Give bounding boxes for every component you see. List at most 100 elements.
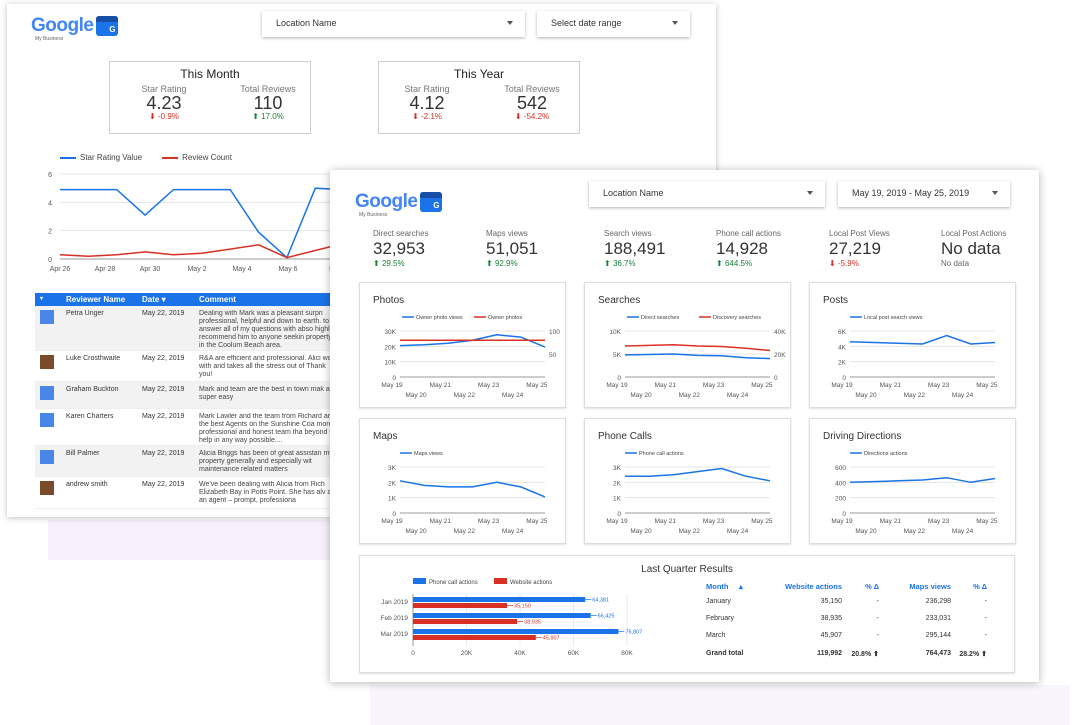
data-label: 64,381 [592,598,609,604]
table-total-cell: 20.8% ⬆ [851,651,879,658]
sort-icon[interactable]: ▾ [40,296,44,302]
y-tick-label: 2K [388,480,397,487]
x-tick-label: May 23 [703,382,725,389]
x-tick-label: May 23 [478,518,500,525]
table-cell: February [706,615,735,622]
y-tick-label: 6K [838,329,847,336]
google-wordmark: Google [31,15,94,36]
review-date: May 22, 2019 [142,386,185,393]
column-header[interactable]: % Δ [973,582,987,591]
last-quarter-panel: Last Quarter Results Phone call actions W… [359,555,1015,673]
column-header[interactable]: Website actions [785,582,842,591]
series-line-phone-call-actions [625,467,771,482]
logo-subtitle: My Business [359,212,388,218]
panel-title: Driving Directions [823,431,902,442]
background-accent [370,685,1070,725]
x-tick-label: 20K [461,650,473,657]
star-rating-stat: Star Rating 4.23 ⬇ -0.9% [128,84,200,121]
x-tick-label: 0 [411,650,415,657]
y-tick-label: 0 [617,511,621,518]
review-comment: R&A are efficient and professional. Alic… [199,355,338,378]
star-rating-stat: Star Rating 4.12 ⬇ -2.1% [391,84,463,121]
x-tick-label: May 20 [855,528,877,535]
column-header-date[interactable]: Date ▾ [142,295,166,304]
x-tick-label: May 25 [526,518,548,525]
x-tick-label: May 24 [952,528,974,535]
series-line-star-rating-value [60,187,372,259]
y-tick-label: 30K [384,329,396,336]
y-tick-label: 1K [613,496,622,503]
data-label: 76,807 [625,630,642,636]
column-header-reviewer[interactable]: Reviewer Name [66,295,126,304]
metric-label: Local Post Actions [941,229,1007,238]
y-tick-label: 2K [838,360,847,367]
x-tick-label: May 22 [904,392,926,399]
x-tick-label: May 21 [880,518,902,525]
location-dropdown[interactable]: Location Name [262,11,525,37]
x-tick-label: May 19 [381,382,403,389]
column-header[interactable]: % Δ [865,582,879,591]
table-cell: - [984,632,987,639]
y-tick-label: 0 [48,257,52,264]
table-cell: - [984,598,987,605]
series-line-owner-photo-views [399,334,546,348]
y-tick-label: 4K [838,344,847,351]
metric-change: ⬆ 92.9% [486,259,518,268]
x-tick-label: Apr 30 [140,266,161,273]
avatar [40,310,54,324]
y-tick-label: 5K [613,352,622,359]
metric-local-post-views: Local Post Views 27,219 ⬇ -5.9% [829,229,890,268]
y-tick-label: 400 [835,480,846,487]
x-tick-label: May 25 [976,518,998,525]
x-tick-label: May 23 [478,382,500,389]
panel-title: Photos [373,295,405,306]
legend-label: Owner photos [488,315,522,321]
review-comment: Dealing with Mark was a pleasant surpri … [199,310,334,349]
sort-ascending-icon[interactable]: ▴ [739,582,743,591]
reviewer-name: Luke Crosthwaite [66,355,121,362]
column-header-comment[interactable]: Comment [199,295,236,304]
x-tick-label: May 23 [928,382,950,389]
legend-label: Direct searches [641,315,679,321]
y-tick-label: 20K [384,344,396,351]
date-range-dropdown[interactable]: May 19, 2019 - May 25, 2019 [838,181,1010,207]
table-cell: 35,150 [820,598,842,605]
table-total-cell: Grand total [706,650,744,657]
chevron-down-icon [992,191,998,195]
avatar [40,450,54,464]
total-reviews-stat: Total Reviews 542 ⬇ -54.2% [489,84,575,121]
location-dropdown-label: Location Name [603,188,664,198]
y-tick-label: Feb 2019 [381,615,409,622]
panel-photos: Photos Owner photo views Owner photos 30K 20… [359,282,566,408]
reviewer-name: andrew smith [66,481,108,488]
logo-subtitle: My Business [35,36,64,42]
stat-value: 4.12 [409,93,445,113]
card-title: This Year [453,67,505,81]
column-header[interactable]: Month [706,582,729,591]
x-tick-label: May 19 [381,518,403,525]
x-tick-label: 60K [568,650,580,657]
y-tick-label: 10K [609,329,621,336]
legend-label: Website actions [510,580,552,586]
panel-phone-calls: Phone Calls Phone call actions 3K 2K 1K 0 May … [584,418,791,544]
x-tick-label: May 21 [655,518,677,525]
x-tick-label: May 22 [904,528,926,535]
metric-maps-views: Maps views 51,051 ⬆ 92.9% [486,229,538,268]
bar-phone-call-actions [413,613,591,618]
review-comment: We've been dealing with Alicia from Rich… [199,481,335,504]
avatar [40,386,54,400]
x-tick-label: Apr 28 [95,266,116,273]
date-range-dropdown[interactable]: Select date range [537,11,690,37]
data-label: 38,935 [524,620,541,626]
column-header[interactable]: Maps views [909,582,951,591]
business-icon: G [420,192,443,212]
stat-value: 110 [253,93,283,113]
y-tick-label: 10K [384,360,396,367]
x-tick-label: May 19 [831,382,853,389]
legend-swatch [60,156,76,159]
table-cell: 45,907 [820,632,842,639]
total-reviews-stat: Total Reviews 110 ⬆ 17.0% [225,84,311,121]
stat-label: Total Reviews [240,84,296,94]
location-dropdown[interactable]: Location Name [589,181,825,207]
